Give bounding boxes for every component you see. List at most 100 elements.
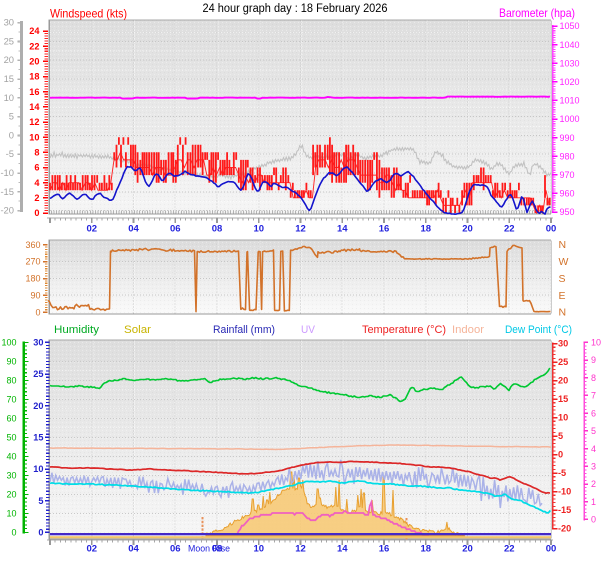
svg-text:Solar: Solar: [124, 324, 151, 336]
svg-text:22: 22: [29, 41, 39, 51]
svg-text:10: 10: [33, 464, 43, 474]
svg-text:18: 18: [420, 544, 431, 555]
svg-text:3: 3: [591, 461, 596, 471]
svg-text:10: 10: [253, 224, 264, 235]
svg-text:Moon Rise: Moon Rise: [188, 544, 230, 554]
svg-text:Rainfall (mm): Rainfall (mm): [213, 324, 275, 336]
svg-text:Barometer (hpa): Barometer (hpa): [499, 6, 575, 20]
svg-text:5: 5: [9, 111, 14, 122]
svg-text:1000: 1000: [560, 114, 580, 124]
svg-text:Humidity: Humidity: [54, 324, 100, 336]
svg-text:Dew Point (°C): Dew Point (°C): [505, 324, 572, 336]
svg-text:25: 25: [4, 35, 14, 46]
svg-text:UV: UV: [301, 324, 316, 336]
svg-text:70: 70: [6, 395, 16, 405]
svg-text:0: 0: [9, 129, 14, 140]
svg-text:40: 40: [6, 452, 16, 462]
svg-text:-10: -10: [558, 487, 571, 497]
svg-text:N: N: [559, 307, 567, 319]
svg-text:80: 80: [6, 376, 16, 386]
svg-text:5: 5: [38, 496, 43, 506]
svg-text:8: 8: [591, 373, 596, 383]
svg-text:00: 00: [546, 224, 557, 235]
svg-text:04: 04: [128, 224, 139, 235]
svg-text:1050: 1050: [560, 21, 580, 31]
svg-text:25: 25: [33, 369, 43, 379]
svg-text:960: 960: [560, 189, 575, 199]
svg-text:-5: -5: [6, 148, 14, 159]
svg-text:18: 18: [29, 72, 39, 82]
svg-text:980: 980: [560, 151, 575, 161]
svg-text:970: 970: [560, 170, 575, 180]
svg-text:08: 08: [212, 224, 223, 235]
svg-text:S: S: [559, 273, 566, 285]
svg-text:4: 4: [34, 178, 40, 188]
svg-text:Temperature (°C): Temperature (°C): [362, 324, 446, 336]
svg-text:270: 270: [25, 257, 40, 267]
svg-text:12: 12: [295, 544, 306, 555]
svg-text:950: 950: [560, 207, 575, 217]
svg-text:10: 10: [4, 92, 14, 103]
svg-text:10: 10: [253, 544, 264, 555]
svg-text:100: 100: [1, 338, 16, 348]
svg-text:-5: -5: [558, 468, 566, 478]
svg-text:5: 5: [591, 426, 596, 436]
svg-text:12: 12: [29, 117, 39, 127]
svg-text:0: 0: [35, 308, 40, 318]
svg-text:15: 15: [558, 394, 568, 404]
svg-text:02: 02: [86, 224, 97, 235]
svg-text:6: 6: [591, 408, 596, 418]
svg-text:18: 18: [420, 224, 431, 235]
svg-text:1040: 1040: [560, 40, 580, 50]
svg-text:8: 8: [34, 148, 39, 158]
svg-text:22: 22: [504, 544, 515, 555]
svg-text:9: 9: [591, 355, 596, 365]
svg-text:20: 20: [4, 54, 14, 65]
svg-text:N: N: [559, 239, 567, 251]
svg-text:14: 14: [337, 544, 348, 555]
svg-text:20: 20: [6, 490, 16, 500]
svg-text:0: 0: [11, 528, 16, 538]
svg-text:10: 10: [29, 132, 39, 142]
svg-text:10: 10: [591, 338, 601, 348]
svg-text:10: 10: [558, 413, 568, 423]
svg-text:W: W: [559, 256, 569, 268]
svg-text:1: 1: [591, 497, 596, 507]
svg-text:-10: -10: [0, 167, 14, 178]
svg-text:24 hour graph day : 18 Februar: 24 hour graph day : 18 February 2026: [203, 3, 388, 15]
svg-text:14: 14: [337, 224, 348, 235]
svg-text:20: 20: [558, 376, 568, 386]
svg-text:0: 0: [558, 450, 563, 460]
svg-text:Windspeed (kts): Windspeed (kts): [50, 7, 127, 21]
svg-text:-15: -15: [558, 505, 571, 515]
svg-text:60: 60: [6, 414, 16, 424]
svg-text:20: 20: [462, 224, 473, 235]
svg-text:2: 2: [591, 479, 596, 489]
svg-text:20: 20: [33, 401, 43, 411]
svg-text:15: 15: [33, 433, 43, 443]
svg-text:6: 6: [34, 163, 39, 173]
svg-text:-20: -20: [558, 524, 571, 534]
svg-text:30: 30: [4, 17, 14, 28]
svg-text:22: 22: [504, 224, 515, 235]
svg-text:30: 30: [33, 338, 43, 348]
svg-text:360: 360: [25, 240, 40, 250]
svg-text:04: 04: [128, 544, 139, 555]
svg-text:1010: 1010: [560, 96, 580, 106]
svg-text:-15: -15: [0, 186, 14, 197]
svg-text:30: 30: [558, 339, 568, 349]
svg-text:16: 16: [379, 224, 390, 235]
svg-text:-20: -20: [0, 205, 14, 216]
svg-text:00: 00: [546, 544, 557, 555]
svg-text:12: 12: [295, 224, 306, 235]
svg-text:20: 20: [29, 57, 39, 67]
svg-text:20: 20: [462, 544, 473, 555]
svg-text:16: 16: [29, 87, 39, 97]
svg-text:02: 02: [86, 544, 97, 555]
svg-text:25: 25: [558, 357, 568, 367]
svg-text:0: 0: [34, 208, 39, 218]
svg-text:Indoor: Indoor: [452, 324, 484, 336]
svg-text:90: 90: [30, 291, 40, 301]
svg-text:0: 0: [591, 515, 596, 525]
svg-text:5: 5: [558, 431, 563, 441]
